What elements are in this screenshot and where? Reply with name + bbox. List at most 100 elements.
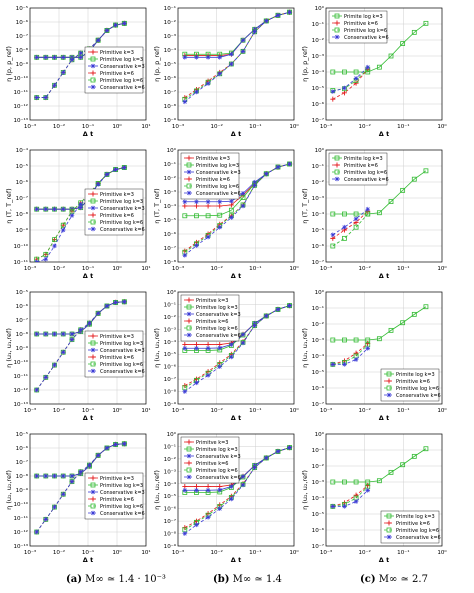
data-point xyxy=(217,71,223,77)
data-point xyxy=(229,215,234,220)
data-point xyxy=(95,182,101,187)
legend-entry: Primitive log k=3 xyxy=(100,341,143,347)
y-tick-label: 10⁻¹ xyxy=(312,163,324,170)
data-point xyxy=(275,164,281,170)
legend-marker xyxy=(186,311,192,317)
chart-panel: 10⁻³ 10⁻² 10⁻¹ 10⁰ 10⁻⁷ 10⁻⁶ 10⁻⁵ 10⁻⁴ 10⁻³ 10⁻² 1… xyxy=(301,147,447,280)
legend-entry: Primitive k=6 xyxy=(100,355,134,361)
data-point xyxy=(342,211,347,217)
data-point xyxy=(240,482,246,488)
legend-entry: Conservative k=6 xyxy=(100,85,145,91)
data-point xyxy=(217,345,223,351)
data-point xyxy=(69,57,75,63)
y-tick-label: 10⁻² xyxy=(312,463,324,470)
data-point xyxy=(69,337,75,342)
caption-c: (c) M∞ ≃ 2.7 xyxy=(360,574,428,585)
data-point xyxy=(400,187,406,193)
y-axis-label: η (T, T_ref) xyxy=(301,188,309,223)
data-point xyxy=(60,222,66,228)
legend-marker xyxy=(186,446,192,452)
data-point xyxy=(411,453,417,459)
legend-marker xyxy=(90,84,96,90)
legend-marker xyxy=(90,333,96,339)
x-tick-label: 10⁰ xyxy=(289,265,299,272)
data-point xyxy=(330,243,336,249)
data-point xyxy=(263,455,269,461)
x-axis-label: Δ t xyxy=(83,556,93,564)
y-tick-label: 10⁻² xyxy=(312,37,324,44)
chart-panel: 10⁻³ 10⁻² 10⁻¹ 10⁰ 10⁻⁷ 10⁻⁶ 10⁻⁵ 10⁻⁴ 10⁻³ 10⁻² 1… xyxy=(301,289,447,422)
chart-panel: 10⁻³ 10⁻² 10⁻¹ 10⁰ 10⁻⁸ 10⁻⁷ 10⁻⁶ 10⁻⁵ 10⁻⁴ 10⁻³ 1… xyxy=(153,147,299,280)
legend-marker xyxy=(90,70,96,76)
data-point xyxy=(194,89,199,95)
data-point xyxy=(194,380,199,386)
data-point xyxy=(229,354,234,360)
series-line xyxy=(332,208,368,236)
plot-frame xyxy=(177,291,295,405)
data-point xyxy=(275,449,281,454)
y-axis-label: η (u₁, u₁,ref) xyxy=(301,328,309,368)
x-tick-label: 10⁻² xyxy=(359,549,371,556)
x-axis-label: Δ t xyxy=(83,272,93,280)
data-point xyxy=(87,462,92,468)
caption-b-label: (b) xyxy=(213,574,230,585)
data-point xyxy=(43,331,49,337)
y-tick-label: 10⁻¹⁰ xyxy=(13,501,28,508)
data-point xyxy=(78,202,83,207)
plot-frame xyxy=(325,291,443,405)
data-point xyxy=(353,216,359,222)
legend-marker xyxy=(186,297,192,303)
data-point xyxy=(365,206,371,212)
data-point xyxy=(263,18,269,24)
data-point xyxy=(330,96,336,102)
legend-marker xyxy=(334,13,340,19)
data-point xyxy=(69,473,75,479)
data-point xyxy=(342,479,347,485)
y-tick-label: 10⁻⁷ xyxy=(164,89,176,96)
y-tick-label: 10⁰ xyxy=(167,431,177,438)
x-tick-label: 10⁰ xyxy=(437,407,447,414)
legend-marker xyxy=(334,155,340,161)
legend-entry: Conservative k=6 xyxy=(196,191,241,197)
data-point xyxy=(376,478,382,484)
data-point xyxy=(240,37,246,43)
legend-entry: Primitive k=6 xyxy=(344,163,378,169)
data-point xyxy=(353,80,359,86)
y-tick-label: 10⁻¹ xyxy=(164,5,176,12)
legend-entry: Primitive k=3 xyxy=(196,156,230,162)
data-point xyxy=(287,9,292,15)
y-axis-label: η (u₂, u₂,ref) xyxy=(153,470,161,510)
data-point xyxy=(229,198,234,204)
series-line xyxy=(184,305,290,392)
legend-entry: Primitive log k=6 xyxy=(100,78,143,84)
x-axis-label: Δ t xyxy=(379,272,389,280)
legend-marker xyxy=(186,183,192,189)
y-tick-label: 10⁻³ xyxy=(312,479,324,486)
series-line xyxy=(184,305,290,389)
data-point xyxy=(43,517,49,522)
y-tick-label: 10⁻⁶ xyxy=(312,243,325,250)
x-tick-label: 10⁻¹ xyxy=(249,407,261,414)
legend-entry: Conservative k=3 xyxy=(196,170,241,176)
x-tick-label: 10⁻³ xyxy=(24,549,36,556)
data-point xyxy=(95,453,101,458)
series-line xyxy=(332,306,427,341)
data-point xyxy=(182,531,188,536)
legend-entry: Primitve k=6 xyxy=(196,319,228,325)
y-tick-label: 10⁰ xyxy=(315,289,325,296)
data-point xyxy=(69,213,75,218)
data-point xyxy=(353,350,359,356)
y-tick-label: 10⁻⁸ xyxy=(164,259,177,266)
y-tick-label: 10⁻¹ xyxy=(164,443,176,450)
y-tick-label: 10⁻⁹ xyxy=(16,487,29,494)
series-line xyxy=(36,301,125,391)
y-tick-label: 10⁻⁵ xyxy=(312,511,324,518)
legend-entry: Primitive log k=6 xyxy=(344,170,387,176)
x-tick-label: 10⁻² xyxy=(211,123,223,130)
x-tick-label: 10⁻³ xyxy=(24,265,36,272)
plot-frame xyxy=(325,149,443,263)
legend-marker xyxy=(90,49,96,55)
data-point xyxy=(365,64,371,70)
y-tick-label: 10⁰ xyxy=(315,431,325,438)
series-group xyxy=(34,20,127,101)
